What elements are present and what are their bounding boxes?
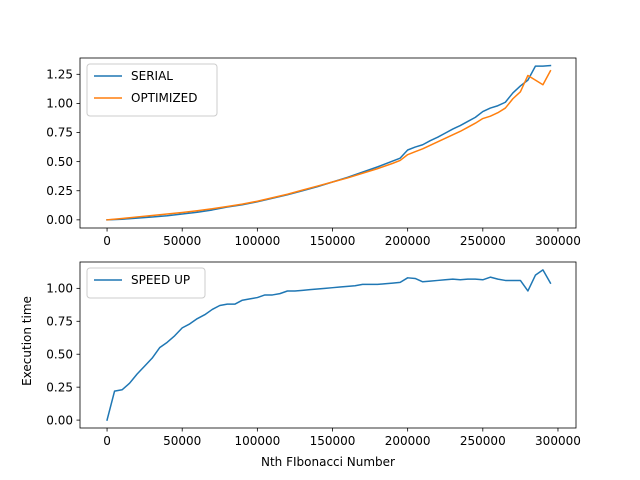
x-tick-label: 150000 [310,234,356,248]
series-line-optimized [106,69,552,221]
y-axis-label: Execution time [20,296,34,386]
x-tick-label: 250000 [460,234,506,248]
x-tick-label: 100000 [234,234,280,248]
y-tick-label: 1.25 [46,68,73,82]
y-tick-label: 0.00 [46,213,73,227]
series-line-speed-up [106,269,552,422]
legend-box [86,267,206,299]
y-tick-label: 1.00 [46,282,73,296]
x-tick-label: 200000 [385,434,431,448]
x-tick-label: 50000 [163,434,201,448]
x-tick-label: 200000 [385,234,431,248]
top-chart: 0 50000 100000 150000 200000 250000 300000 0.00… [46,57,581,248]
axes-frame [79,57,577,229]
legend-box [86,63,218,117]
series-line-serial [106,64,552,221]
y-tick-label: 1.00 [46,97,73,111]
y-tick-label: 0.75 [46,314,73,328]
legend: SERIAL OPTIMIZED [86,63,218,117]
x-tick-label: 50000 [163,234,201,248]
y-tick-label: 0.25 [46,184,73,198]
x-tick-label: 0 [103,234,111,248]
legend-label: SPEED UP [131,273,190,287]
x-tick-label: 0 [103,434,111,448]
legend: SPEED UP [86,267,206,299]
legend-label: OPTIMIZED [131,91,198,105]
axes-frame [79,261,577,429]
y-tick-label: 0.75 [46,126,73,140]
y-tick-label: 0.25 [46,380,73,394]
x-tick-label: 250000 [460,434,506,448]
legend-label: SERIAL [131,69,173,83]
y-tick-label: 0.00 [46,413,73,427]
x-tick-label: 300000 [535,434,581,448]
y-tick-label: 0.50 [46,347,73,361]
y-tick-label: 0.50 [46,155,73,169]
bottom-chart: 0 50000 100000 150000 200000 250000 300000 0.00… [20,261,581,469]
x-tick-label: 100000 [234,434,280,448]
x-axis-label: Nth FIbonacci Number [261,455,395,469]
x-tick-label: 300000 [535,234,581,248]
x-tick-label: 150000 [310,434,356,448]
